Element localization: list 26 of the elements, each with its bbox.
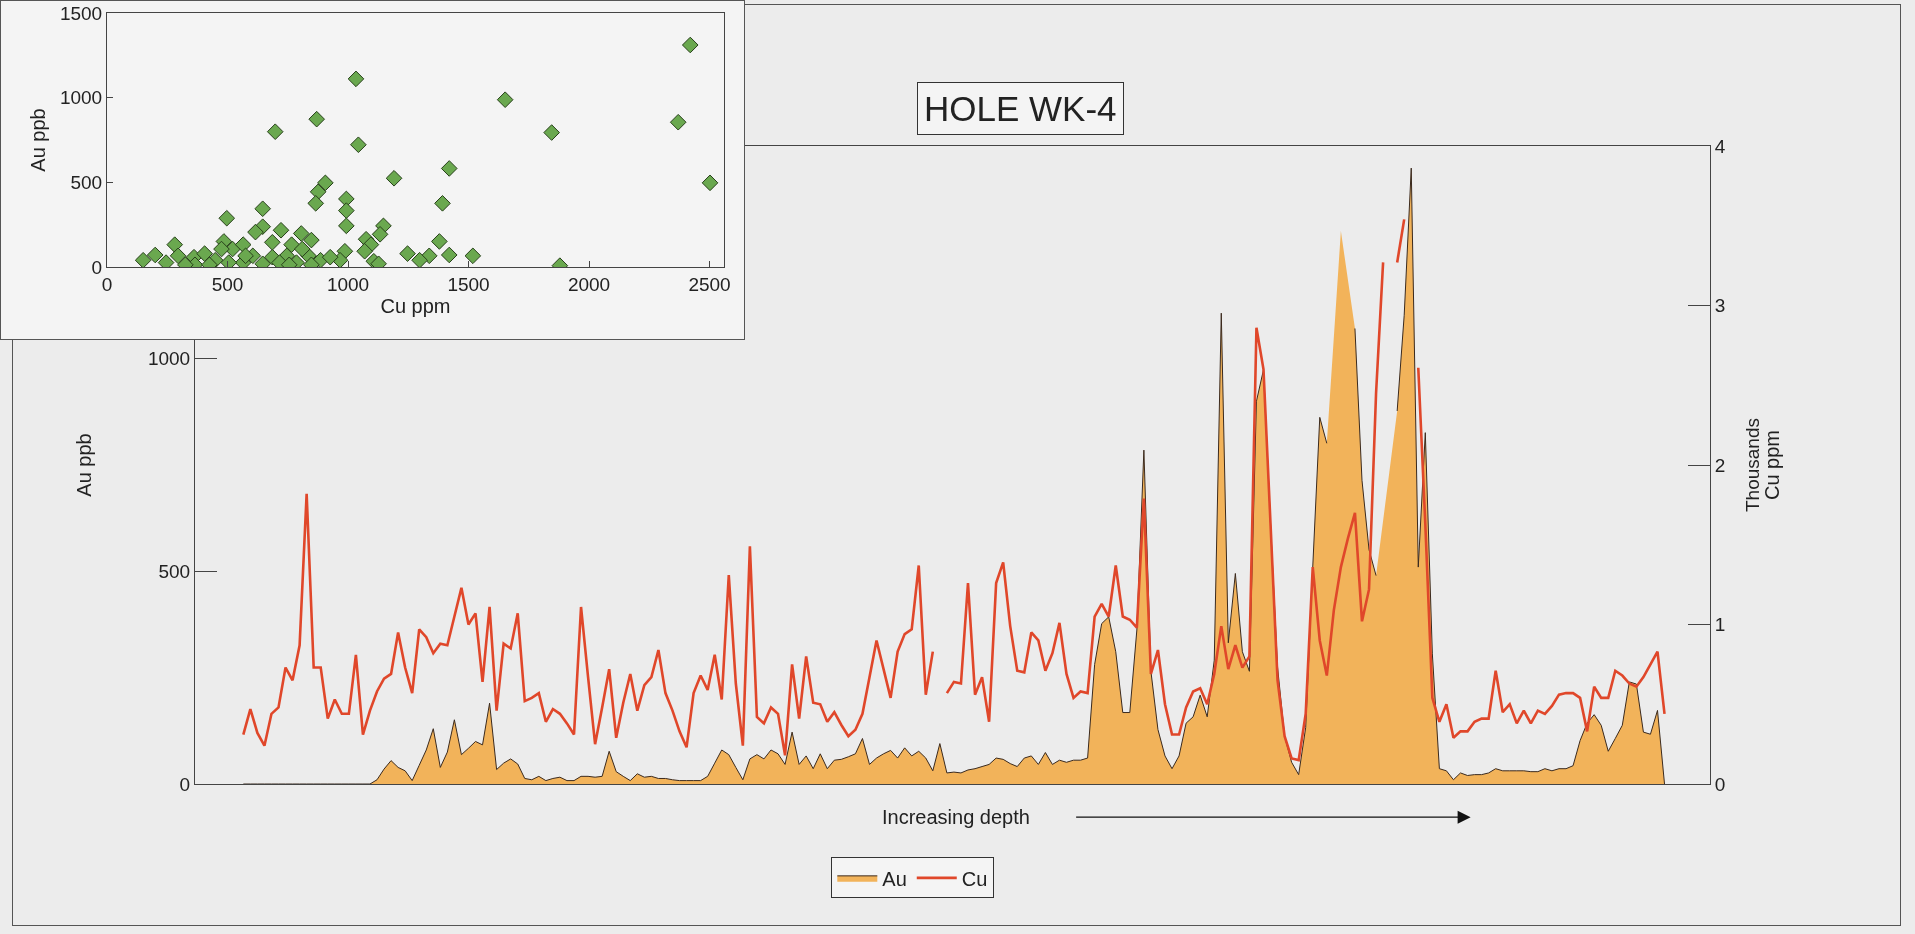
y2-tick-label: 4 xyxy=(1714,135,1726,157)
y2-tick-label: 0 xyxy=(1714,773,1726,795)
y2-axis-title: Cu ppm xyxy=(1761,429,1784,501)
x-axis-title: Cu ppm xyxy=(380,294,451,317)
y-tick-label: 500 xyxy=(70,171,103,193)
y-axis-title: Au ppb xyxy=(27,108,50,172)
y-axis-title: Au ppb xyxy=(73,433,96,497)
y-tick-label: 0 xyxy=(91,256,103,278)
x-tick-label: 500 xyxy=(211,273,244,295)
y2-tick-label: 3 xyxy=(1714,295,1726,317)
text: Thousands xyxy=(1742,418,1764,513)
y2-tick-label: 2 xyxy=(1714,454,1726,476)
y-tick-label: 0 xyxy=(179,773,191,795)
y-tick-label: 1000 xyxy=(59,87,103,109)
y-tick-label: 1500 xyxy=(59,2,103,24)
x-tick-label: 1500 xyxy=(447,273,490,295)
y2-tick-label: 1 xyxy=(1714,614,1726,636)
y-tick-label: 500 xyxy=(158,560,191,582)
x-axis-title: Increasing depth xyxy=(882,806,1030,828)
x-tick-label: 2000 xyxy=(567,273,611,295)
legend-label: Cu xyxy=(961,867,988,890)
x-tick-label: 2500 xyxy=(688,273,731,295)
y-tick-label: 1000 xyxy=(147,348,191,370)
x-tick-label: 1000 xyxy=(326,273,370,295)
legend-label: Au xyxy=(882,867,907,890)
chart-title: HOLE WK-4 xyxy=(924,89,1117,128)
